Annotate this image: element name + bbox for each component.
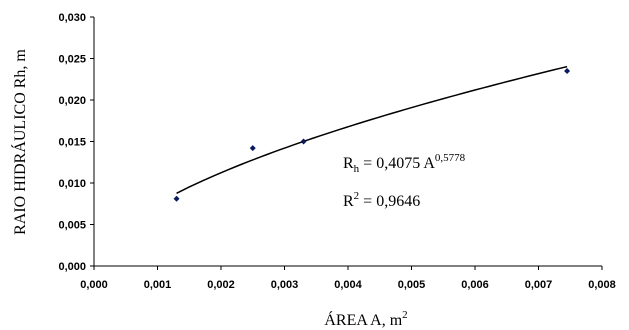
x-tick-label: 0,007 <box>525 279 553 291</box>
data-point <box>564 67 571 74</box>
data-point <box>300 138 307 145</box>
x-tick-label: 0,003 <box>271 279 299 291</box>
equation-label: Rh = 0,4075 A0,5778 <box>343 152 466 175</box>
x-tick-label: 0,001 <box>144 279 172 291</box>
data-points <box>173 67 571 202</box>
y-tick-label: 0,010 <box>58 178 86 190</box>
y-tick-label: 0,005 <box>58 220 86 232</box>
trendline <box>176 65 568 194</box>
tick-labels: 0,000 0,001 0,002 0,003 0,004 0,005 0,006 0,007… <box>58 12 615 291</box>
data-point <box>249 145 256 152</box>
y-tick-label: 0,015 <box>58 137 86 149</box>
y-tick-label: 0,030 <box>58 12 86 24</box>
y-tick-label: 0,025 <box>58 54 86 66</box>
x-tick-label: 0,004 <box>334 279 362 291</box>
r-squared-label: R2 = 0,9646 <box>343 190 420 210</box>
y-tick-label: 0,000 <box>58 261 86 273</box>
y-axis-title: RAIO HIDRÁULICO Rh, m <box>10 49 29 235</box>
y-tick-label: 0,020 <box>58 95 86 107</box>
axes <box>90 16 603 270</box>
data-point <box>173 195 180 202</box>
x-tick-label: 0,002 <box>207 279 235 291</box>
x-tick-label: 0,008 <box>588 279 616 291</box>
x-tick-label: 0,005 <box>398 279 426 291</box>
x-tick-label: 0,000 <box>80 279 108 291</box>
x-tick-label: 0,006 <box>461 279 489 291</box>
x-axis-title: ÁREA A, m2 <box>324 309 407 329</box>
